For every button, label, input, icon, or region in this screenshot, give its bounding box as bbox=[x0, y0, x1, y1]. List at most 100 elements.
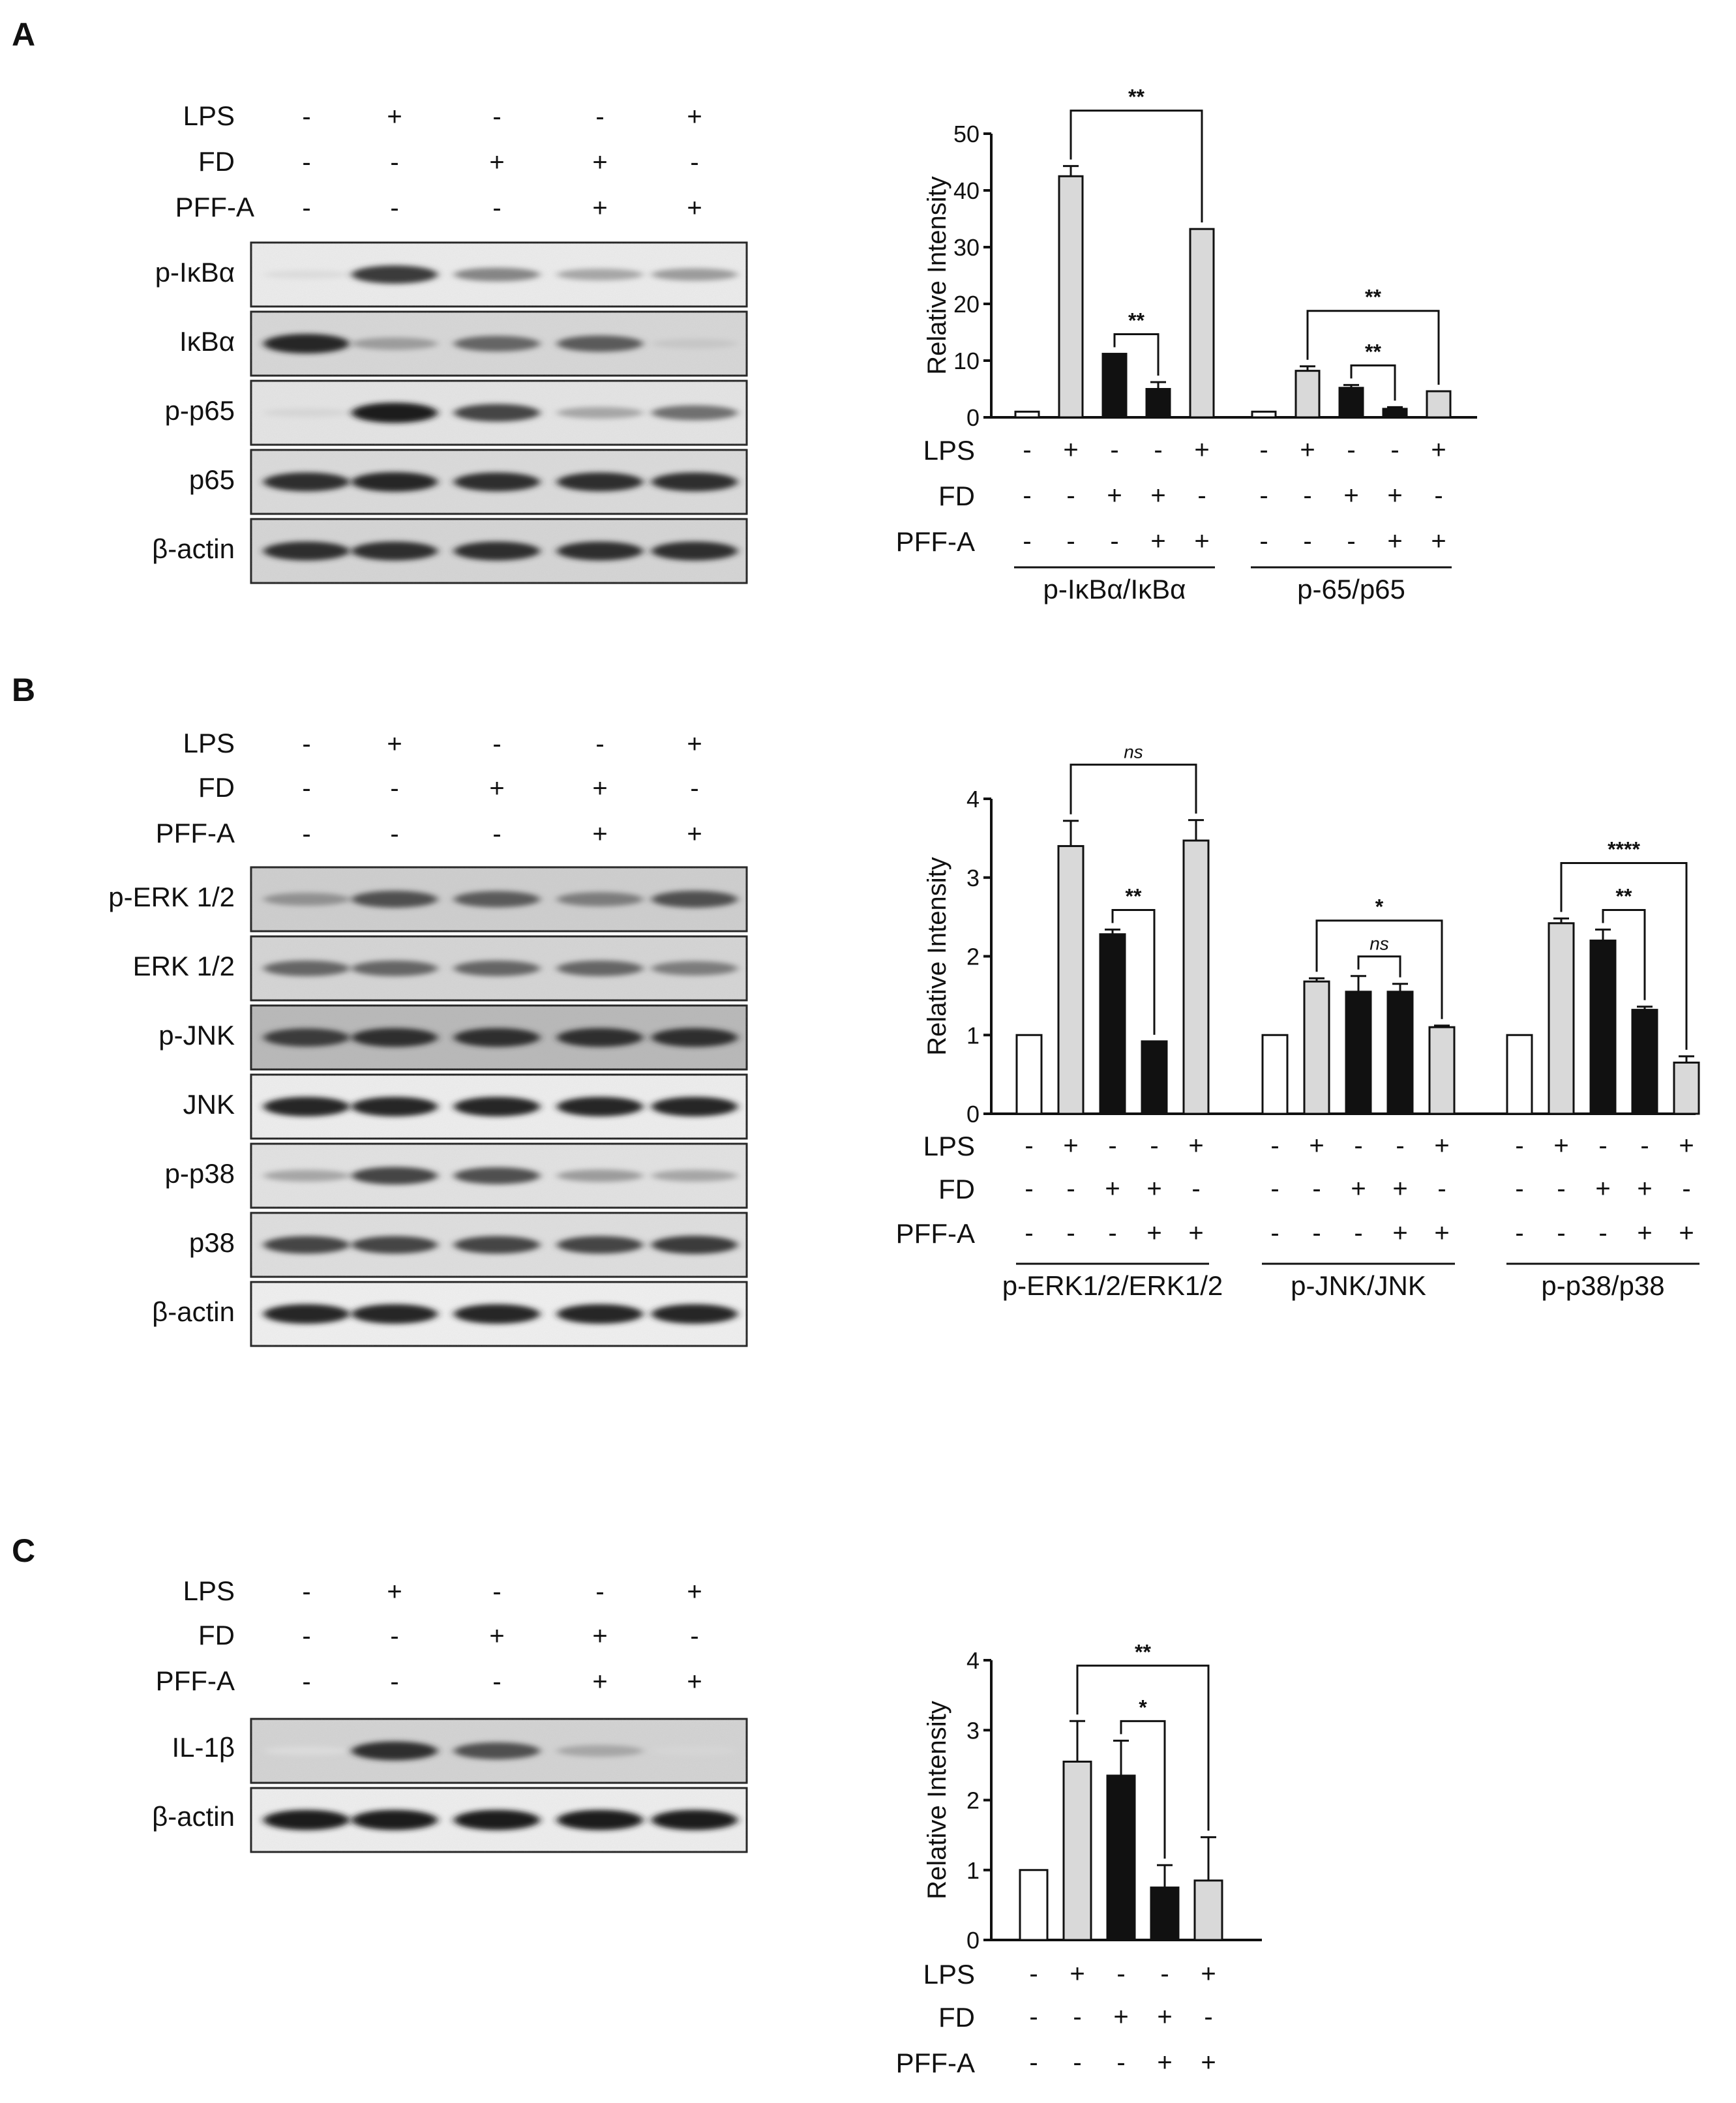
significance-label: * bbox=[1139, 1695, 1147, 1719]
bar bbox=[1303, 980, 1330, 1115]
blot-band bbox=[352, 1236, 438, 1254]
condition-sign: - bbox=[1025, 1219, 1033, 1247]
bar bbox=[1057, 844, 1085, 1115]
blot-band bbox=[454, 1028, 540, 1047]
y-tick-label: 30 bbox=[953, 234, 980, 261]
blot-band bbox=[263, 1170, 350, 1182]
panel-c-row-label: LPS bbox=[183, 1575, 235, 1606]
treatment-sign: - bbox=[302, 102, 310, 131]
significance-bracket bbox=[1357, 955, 1401, 977]
condition-sign: - bbox=[1066, 1219, 1075, 1247]
condition-sign: + bbox=[1105, 1174, 1120, 1203]
blot-band bbox=[651, 541, 738, 561]
condition-sign: - bbox=[1515, 1174, 1523, 1203]
blot-label: p38 bbox=[189, 1227, 235, 1258]
treatment-sign: - bbox=[390, 1667, 398, 1696]
blot-band bbox=[454, 1097, 540, 1116]
condition-sign: - bbox=[1154, 436, 1162, 464]
condition-label: FD bbox=[938, 2002, 975, 2033]
bar bbox=[1251, 410, 1277, 419]
treatment-sign: + bbox=[687, 1667, 702, 1696]
treatment-sign: - bbox=[302, 194, 310, 222]
blot-band bbox=[454, 267, 540, 282]
panel-a-row-label: FD bbox=[198, 146, 235, 177]
blot-band bbox=[557, 961, 643, 976]
condition-sign: + bbox=[1150, 527, 1165, 556]
condition-sign: + bbox=[1392, 1174, 1407, 1203]
condition-sign: + bbox=[1157, 2003, 1172, 2031]
treatment-sign: + bbox=[687, 102, 702, 131]
y-tick-label: 40 bbox=[953, 177, 980, 204]
treatment-sign: - bbox=[302, 1577, 310, 1606]
condition-sign: - bbox=[1116, 1960, 1125, 1988]
bar bbox=[1141, 1040, 1168, 1115]
condition-sign: + bbox=[1300, 436, 1315, 464]
condition-sign: + bbox=[1063, 1131, 1078, 1160]
treatment-sign: - bbox=[595, 102, 604, 131]
condition-sign: - bbox=[1073, 2003, 1081, 2031]
panel-b-treatment-table: LPS FD PFF-A - + - - + - - + + - - - - + + bbox=[156, 728, 702, 848]
blot-band bbox=[651, 1304, 738, 1324]
y-tick-label: 3 bbox=[966, 1717, 980, 1744]
blot-band bbox=[557, 335, 643, 352]
condition-sign: - bbox=[1598, 1219, 1607, 1247]
condition-sign: + bbox=[1201, 1960, 1216, 1988]
blot-label: β-actin bbox=[152, 1801, 235, 1832]
treatment-sign: - bbox=[302, 1622, 310, 1650]
blot-band bbox=[352, 402, 438, 423]
condition-sign: + bbox=[1553, 1131, 1568, 1160]
blot-band bbox=[557, 1028, 643, 1047]
condition-sign: - bbox=[1066, 1174, 1075, 1203]
y-tick-label: 0 bbox=[966, 404, 980, 431]
condition-sign: - bbox=[1598, 1131, 1607, 1160]
bar bbox=[1189, 228, 1215, 419]
blot-band bbox=[557, 1169, 643, 1182]
condition-sign: - bbox=[1023, 481, 1031, 510]
blot-band bbox=[651, 891, 738, 908]
bar bbox=[1014, 410, 1040, 419]
condition-sign: - bbox=[1066, 481, 1075, 510]
y-axis-title: Relative Intensity bbox=[923, 857, 951, 1056]
significance-label: ** bbox=[1365, 286, 1381, 309]
condition-sign: - bbox=[1640, 1131, 1649, 1160]
condition-sign: - bbox=[1110, 436, 1118, 464]
treatment-sign: + bbox=[489, 774, 504, 803]
bar bbox=[1106, 1774, 1136, 1941]
condition-sign: - bbox=[1029, 2048, 1038, 2077]
treatment-sign: - bbox=[492, 1577, 501, 1606]
blot-band bbox=[557, 1810, 643, 1830]
condition-sign: + bbox=[1431, 436, 1446, 464]
treatment-sign: - bbox=[390, 820, 398, 848]
condition-sign: - bbox=[1303, 481, 1311, 510]
blot-band bbox=[263, 1810, 350, 1830]
panel-c-treatment-table: LPS FD PFF-A - + - - + - - + + - - - - + + bbox=[156, 1575, 702, 1696]
blot-band bbox=[454, 336, 540, 351]
treatment-sign: - bbox=[595, 1577, 604, 1606]
bar bbox=[1631, 1009, 1658, 1115]
bar bbox=[1101, 353, 1128, 419]
treatment-sign: - bbox=[690, 148, 698, 177]
blot-band bbox=[263, 1746, 350, 1755]
treatment-sign: + bbox=[489, 1622, 504, 1650]
blot-band bbox=[352, 472, 438, 492]
significance-bracket bbox=[1602, 908, 1646, 1000]
significance-bracket bbox=[1315, 919, 1443, 1019]
condition-sign: - bbox=[1270, 1131, 1279, 1160]
condition-sign: + bbox=[1595, 1174, 1610, 1203]
treatment-sign: - bbox=[390, 774, 398, 803]
condition-sign: + bbox=[1309, 1131, 1324, 1160]
blot-band bbox=[352, 541, 438, 561]
blot-band bbox=[352, 1741, 438, 1761]
condition-sign: + bbox=[1392, 1219, 1407, 1247]
treatment-sign: + bbox=[687, 1577, 702, 1606]
bar bbox=[1019, 1869, 1049, 1941]
blot-band bbox=[557, 1304, 643, 1324]
treatment-sign: - bbox=[302, 774, 310, 803]
group-label: p-IκBα/IκBα bbox=[1043, 574, 1186, 604]
condition-sign: + bbox=[1387, 481, 1402, 510]
treatment-sign: - bbox=[690, 774, 698, 803]
bar bbox=[1150, 1887, 1180, 1941]
blot-band bbox=[454, 1742, 540, 1759]
blot-band bbox=[557, 541, 643, 561]
significance-label: * bbox=[1375, 895, 1384, 919]
